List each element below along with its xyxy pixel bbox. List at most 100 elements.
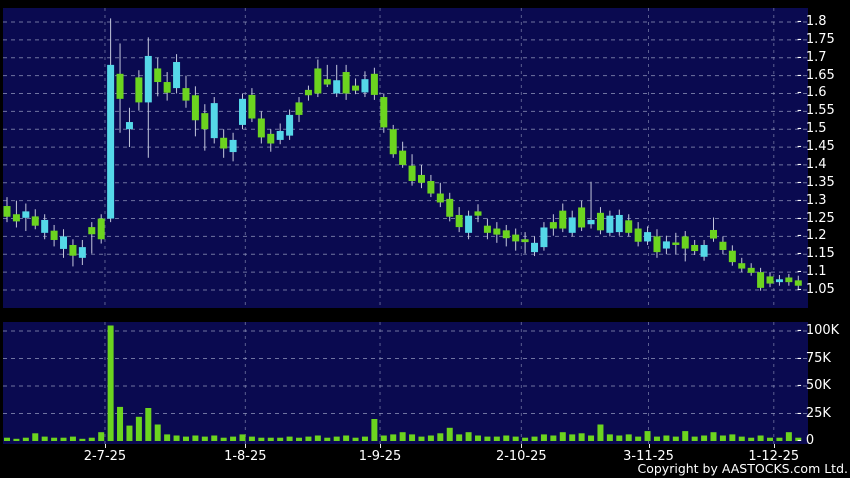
- volume-bar: [286, 436, 293, 441]
- price-axis-label: - 1.45: [797, 139, 835, 155]
- price-axis-label: - 1.25: [797, 210, 835, 226]
- x-axis-label: 3-11-25: [623, 449, 674, 464]
- volume-bar: [126, 425, 133, 441]
- candle-body: [304, 89, 312, 96]
- price-axis-label: - 1.35: [797, 174, 835, 190]
- price-axis-label: - 1.05: [797, 282, 835, 297]
- x-axis-label: 1-8-25: [224, 449, 267, 464]
- copyright-text: Copyright by AASTOCKS.com Ltd.: [637, 461, 849, 476]
- volume-bar: [767, 437, 774, 441]
- candle-body: [794, 280, 802, 286]
- x-axis-label: 1-9-25: [358, 449, 402, 464]
- x-axis-label: 2-7-25: [83, 449, 127, 464]
- volume-bar: [390, 434, 397, 441]
- candle-body: [710, 229, 717, 239]
- candle-body: [361, 79, 369, 93]
- volume-bar: [211, 435, 218, 441]
- candle-body: [559, 210, 567, 229]
- candle-body: [549, 222, 557, 229]
- volume-bar: [98, 432, 105, 441]
- volume-bar: [748, 437, 755, 441]
- candle-body: [662, 241, 670, 249]
- volume-axis-label: - 25K: [797, 405, 831, 421]
- volume-axis-label: - 0: [797, 433, 815, 448]
- volume-bar: [230, 436, 237, 441]
- candle-body: [719, 241, 727, 250]
- candle-body: [512, 234, 520, 242]
- candle-body: [12, 214, 20, 222]
- x-axis-tick: [245, 444, 247, 448]
- volume-bar: [484, 436, 491, 441]
- price-axis-label: - 1.7: [797, 49, 827, 65]
- volume-bar: [672, 436, 679, 441]
- candle-body: [483, 225, 491, 233]
- volume-bar: [79, 438, 86, 441]
- candle-body: [267, 133, 275, 144]
- candle-body: [766, 276, 774, 284]
- candle-body: [578, 207, 586, 228]
- volume-bar: [324, 437, 331, 441]
- candle-body: [493, 228, 501, 235]
- volume-bar: [616, 435, 623, 441]
- volume-bar: [380, 435, 387, 441]
- candle-body: [201, 113, 209, 130]
- volume-bar: [314, 435, 321, 441]
- volume-bar: [493, 436, 500, 441]
- volume-bar: [644, 431, 651, 441]
- candle-body: [587, 219, 595, 225]
- x-axis-tick: [104, 444, 106, 448]
- candle-body: [625, 220, 633, 233]
- candle-body: [220, 137, 228, 149]
- candle-body: [154, 68, 162, 83]
- volume-bar: [343, 435, 350, 441]
- volume-bar: [173, 435, 180, 441]
- volume-bar: [795, 437, 802, 441]
- volume-bar: [248, 436, 255, 441]
- candle-body: [681, 236, 689, 249]
- volume-bar: [691, 436, 698, 441]
- volume-bar: [305, 436, 312, 441]
- volume-bar: [145, 408, 152, 441]
- x-axis-tick: [648, 444, 650, 448]
- volume-bar: [465, 432, 472, 441]
- candle-body: [436, 193, 444, 203]
- volume-bar: [135, 416, 142, 441]
- candle-body: [182, 88, 190, 101]
- candle-body: [286, 114, 294, 136]
- candle-body: [144, 55, 152, 103]
- volume-bar: [663, 435, 670, 441]
- volume-chart-pane[interactable]: [3, 322, 808, 444]
- volume-bar: [503, 435, 510, 441]
- candle-body: [455, 214, 463, 228]
- price-chart-pane[interactable]: [3, 8, 808, 308]
- volume-bar: [710, 432, 717, 441]
- volume-bar: [154, 424, 161, 441]
- candle-body: [417, 174, 425, 183]
- candle-body: [191, 95, 199, 121]
- candle-body: [785, 277, 793, 283]
- candle-body: [257, 118, 265, 138]
- candle-body: [50, 230, 58, 240]
- volume-bar: [258, 437, 265, 441]
- candle-body: [380, 97, 388, 128]
- candle-body: [427, 181, 435, 194]
- candle-body: [210, 103, 218, 139]
- volume-bar: [296, 437, 303, 441]
- candle-body: [248, 94, 256, 119]
- volume-bar: [107, 325, 114, 441]
- candlestick-plot: [3, 8, 808, 308]
- candle-body: [672, 242, 680, 245]
- volume-bar: [531, 436, 538, 441]
- candle-body: [757, 272, 765, 288]
- price-axis-label: - 1.55: [797, 103, 835, 119]
- candle-body: [399, 150, 407, 165]
- candle-body: [521, 239, 529, 243]
- volume-bar: [13, 438, 20, 441]
- candle-body: [22, 211, 30, 218]
- x-axis-tick: [521, 444, 523, 448]
- candle-body: [738, 263, 746, 269]
- candle-body: [644, 232, 652, 242]
- volume-axis-label: - 75K: [797, 350, 831, 366]
- price-axis-label: - 1.2: [797, 228, 827, 244]
